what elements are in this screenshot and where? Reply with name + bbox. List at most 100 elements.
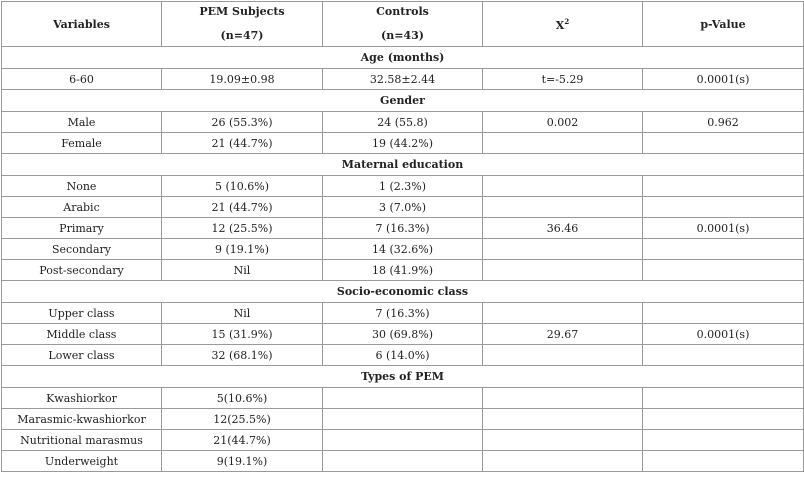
section-row: Age (months)	[1, 46, 804, 69]
table-row: Primary 12 (25.5%) 7 (16.3%) 36.46 0.0001(s)	[1, 217, 804, 239]
pem-table: Variables PEM Subjects (n=47) Controls (…	[1, 1, 804, 472]
pem-cell: 21 (44.7%)	[161, 132, 323, 154]
header-variables: Variables	[1, 1, 162, 47]
variable-cell: Middle class	[1, 323, 162, 345]
x2-cell	[482, 344, 643, 366]
variable-cell: Arabic	[1, 196, 162, 218]
variable-cell: None	[1, 175, 162, 197]
x2-cell	[482, 429, 643, 451]
variable-cell: 6-60	[1, 68, 162, 90]
pem-cell: 9 (19.1%)	[161, 238, 323, 260]
variable-cell: Female	[1, 132, 162, 154]
pem-cell: 12(25.5%)	[161, 408, 323, 430]
header-pvalue: p-Value	[642, 1, 804, 47]
header-row: Variables PEM Subjects (n=47) Controls (…	[1, 1, 804, 47]
controls-cell: 3 (7.0%)	[322, 196, 483, 218]
header-pem-n: (n=47)	[220, 29, 264, 42]
header-pem-subjects: PEM Subjects (n=47)	[161, 1, 323, 47]
controls-cell: 24 (55.8)	[322, 111, 483, 133]
variable-cell: Post-secondary	[1, 259, 162, 281]
table-row: Female 21 (44.7%) 19 (44.2%)	[1, 132, 804, 154]
controls-cell: 19 (44.2%)	[322, 132, 483, 154]
controls-cell: 7 (16.3%)	[322, 217, 483, 239]
table-row: Post-secondary Nil 18 (41.9%)	[1, 259, 804, 281]
pem-cell: 9(19.1%)	[161, 450, 323, 472]
section-title: Maternal education	[1, 153, 804, 176]
variable-cell: Kwashiorkor	[1, 387, 162, 409]
x2-cell: 0.002	[482, 111, 643, 133]
x2-cell	[482, 132, 643, 154]
controls-cell: 1 (2.3%)	[322, 175, 483, 197]
controls-cell: 14 (32.6%)	[322, 238, 483, 260]
controls-cell: 30 (69.8%)	[322, 323, 483, 345]
table-row: Arabic 21 (44.7%) 3 (7.0%)	[1, 196, 804, 218]
pvalue-cell	[642, 302, 804, 324]
x2-cell	[482, 302, 643, 324]
variable-cell: Primary	[1, 217, 162, 239]
table-row: Male 26 (55.3%) 24 (55.8) 0.002 0.962	[1, 111, 804, 133]
pem-cell: 26 (55.3%)	[161, 111, 323, 133]
pvalue-cell	[642, 259, 804, 281]
section-row: Types of PEM	[1, 365, 804, 388]
controls-cell: 32.58±2.44	[322, 68, 483, 90]
pvalue-cell	[642, 196, 804, 218]
x2-cell	[482, 387, 643, 409]
pvalue-cell	[642, 387, 804, 409]
section-title: Socio-economic class	[1, 280, 804, 303]
pvalue-cell	[642, 175, 804, 197]
x2-cell	[482, 196, 643, 218]
x2-cell: t=-5.29	[482, 68, 643, 90]
pem-cell: 12 (25.5%)	[161, 217, 323, 239]
x2-cell	[482, 450, 643, 472]
pem-cell: 5(10.6%)	[161, 387, 323, 409]
table-row: Underweight 9(19.1%)	[1, 450, 804, 472]
x2-cell	[482, 259, 643, 281]
table-row: None 5 (10.6%) 1 (2.3%)	[1, 175, 804, 197]
pvalue-cell	[642, 450, 804, 472]
x2-cell: 29.67	[482, 323, 643, 345]
header-x2: X2	[482, 1, 643, 47]
variable-cell: Nutritional marasmus	[1, 429, 162, 451]
controls-cell: 18 (41.9%)	[322, 259, 483, 281]
section-title: Gender	[1, 89, 804, 112]
pem-cell: 5 (10.6%)	[161, 175, 323, 197]
x2-cell	[482, 238, 643, 260]
section-row: Gender	[1, 89, 804, 112]
controls-cell	[322, 408, 483, 430]
controls-cell	[322, 450, 483, 472]
variable-cell: Lower class	[1, 344, 162, 366]
controls-cell: 6 (14.0%)	[322, 344, 483, 366]
pvalue-cell: 0.0001(s)	[642, 217, 804, 239]
pem-cell: 21 (44.7%)	[161, 196, 323, 218]
header-pem-label: PEM Subjects	[199, 5, 285, 18]
section-title: Types of PEM	[1, 365, 804, 388]
x2-cell: 36.46	[482, 217, 643, 239]
section-row: Maternal education	[1, 153, 804, 176]
x2-cell	[482, 175, 643, 197]
variable-cell: Male	[1, 111, 162, 133]
pem-cell: 19.09±0.98	[161, 68, 323, 90]
pvalue-cell: 0.0001(s)	[642, 68, 804, 90]
pem-cell: Nil	[161, 259, 323, 281]
variable-cell: Underweight	[1, 450, 162, 472]
variable-cell: Marasmic-kwashiorkor	[1, 408, 162, 430]
table-row: Lower class 32 (68.1%) 6 (14.0%)	[1, 344, 804, 366]
pem-cell: Nil	[161, 302, 323, 324]
header-controls-label: Controls	[376, 5, 429, 18]
controls-cell	[322, 429, 483, 451]
table-row: Middle class 15 (31.9%) 30 (69.8%) 29.67 0.0…	[1, 323, 804, 345]
pvalue-cell	[642, 429, 804, 451]
variable-cell: Secondary	[1, 238, 162, 260]
x2-cell	[482, 408, 643, 430]
pvalue-cell	[642, 344, 804, 366]
header-controls: Controls (n=43)	[322, 1, 483, 47]
pvalue-cell	[642, 132, 804, 154]
section-row: Socio-economic class	[1, 280, 804, 303]
variable-cell: Upper class	[1, 302, 162, 324]
pem-cell: 32 (68.1%)	[161, 344, 323, 366]
table-row: Upper class Nil 7 (16.3%)	[1, 302, 804, 324]
table-row: 6-60 19.09±0.98 32.58±2.44 t=-5.29 0.0001(s)	[1, 68, 804, 90]
controls-cell: 7 (16.3%)	[322, 302, 483, 324]
table-row: Marasmic-kwashiorkor 12(25.5%)	[1, 408, 804, 430]
header-controls-n: (n=43)	[381, 29, 424, 42]
